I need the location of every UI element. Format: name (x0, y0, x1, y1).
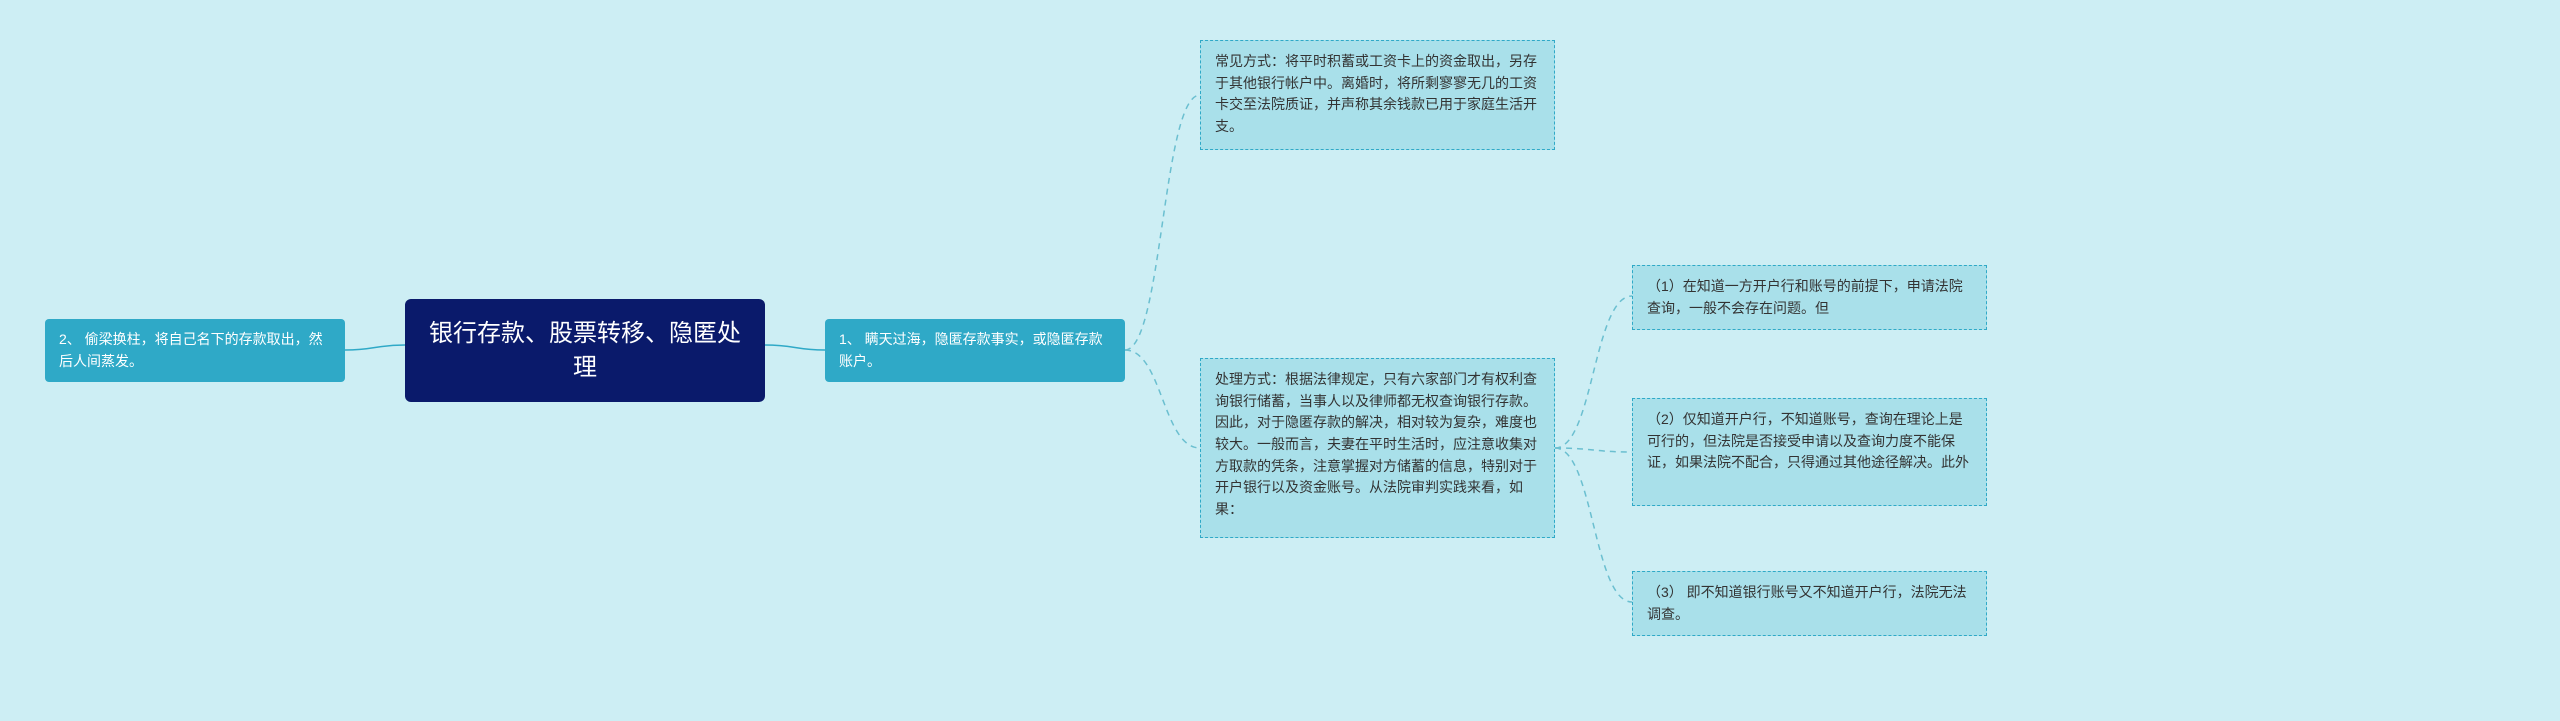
leaf-node-1: （1）在知道一方开户行和账号的前提下，申请法院查询，一般不会存在问题。但 (1632, 265, 1987, 330)
leaf-node-3: （3） 即不知道银行账号又不知道开户行，法院无法调查。 (1632, 571, 1987, 636)
root-node: 银行存款、股票转移、隐匿处理 (405, 299, 765, 402)
root-text: 银行存款、股票转移、隐匿处理 (429, 320, 741, 381)
leaf-text: （3） 即不知道银行账号又不知道开户行，法院无法调查。 (1647, 584, 1967, 622)
leaf-node-2: （2）仅知道开户行，不知道账号，查询在理论上是可行的，但法院是否接受申请以及查询… (1632, 398, 1987, 506)
detail-text: 常见方式：将平时积蓄或工资卡上的资金取出，另存于其他银行帐户中。离婚时，将所剩寥… (1215, 53, 1537, 134)
mindmap-canvas: 银行存款、股票转移、隐匿处理 2、 偷梁换柱，将自己名下的存款取出，然后人间蒸发… (0, 0, 2560, 721)
leaf-text: （2）仅知道开户行，不知道账号，查询在理论上是可行的，但法院是否接受申请以及查询… (1647, 411, 1969, 470)
right-branch-text: 1、 瞒天过海，隐匿存款事实，或隐匿存款账户。 (839, 331, 1103, 369)
right-branch-node: 1、 瞒天过海，隐匿存款事实，或隐匿存款账户。 (825, 319, 1125, 382)
detail-text: 处理方式：根据法律规定，只有六家部门才有权利查询银行储蓄，当事人以及律师都无权查… (1215, 371, 1537, 517)
detail-node-common-method: 常见方式：将平时积蓄或工资卡上的资金取出，另存于其他银行帐户中。离婚时，将所剩寥… (1200, 40, 1555, 150)
detail-node-handling-method: 处理方式：根据法律规定，只有六家部门才有权利查询银行储蓄，当事人以及律师都无权查… (1200, 358, 1555, 538)
left-branch-node: 2、 偷梁换柱，将自己名下的存款取出，然后人间蒸发。 (45, 319, 345, 382)
leaf-text: （1）在知道一方开户行和账号的前提下，申请法院查询，一般不会存在问题。但 (1647, 278, 1963, 316)
left-branch-text: 2、 偷梁换柱，将自己名下的存款取出，然后人间蒸发。 (59, 331, 323, 369)
